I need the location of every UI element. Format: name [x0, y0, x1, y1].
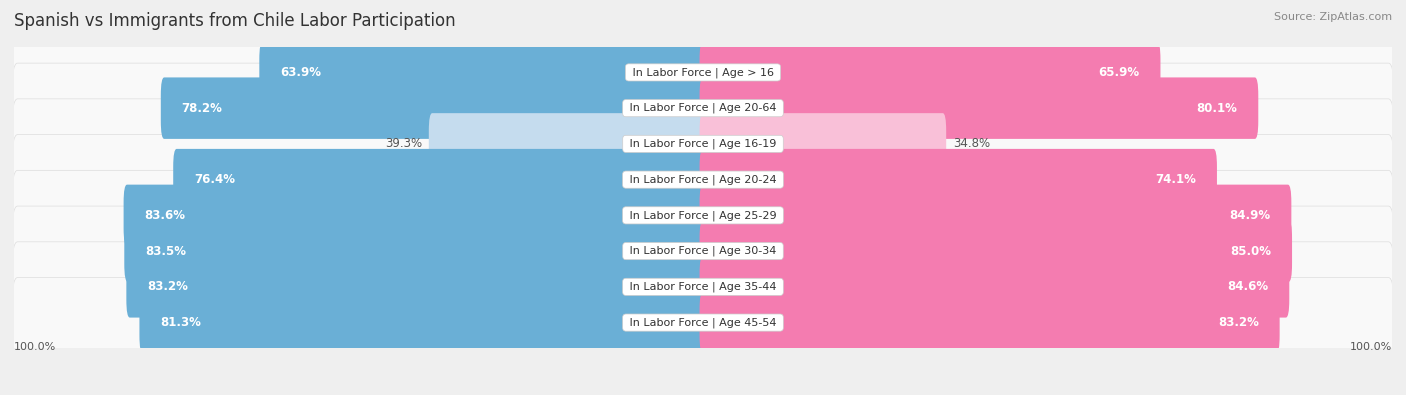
- FancyBboxPatch shape: [13, 242, 1393, 332]
- Text: 84.9%: 84.9%: [1230, 209, 1271, 222]
- Text: In Labor Force | Age 20-64: In Labor Force | Age 20-64: [626, 103, 780, 113]
- Text: 100.0%: 100.0%: [14, 342, 56, 352]
- FancyBboxPatch shape: [160, 77, 706, 139]
- Text: 83.2%: 83.2%: [148, 280, 188, 293]
- Text: 100.0%: 100.0%: [1350, 342, 1392, 352]
- Text: 83.5%: 83.5%: [145, 245, 186, 258]
- Text: Spanish vs Immigrants from Chile Labor Participation: Spanish vs Immigrants from Chile Labor P…: [14, 12, 456, 30]
- FancyBboxPatch shape: [13, 99, 1393, 189]
- FancyBboxPatch shape: [700, 256, 1289, 318]
- FancyBboxPatch shape: [13, 278, 1393, 368]
- Text: In Labor Force | Age 20-24: In Labor Force | Age 20-24: [626, 174, 780, 185]
- FancyBboxPatch shape: [173, 149, 706, 211]
- Text: 83.2%: 83.2%: [1218, 316, 1258, 329]
- FancyBboxPatch shape: [700, 77, 1258, 139]
- FancyBboxPatch shape: [700, 220, 1292, 282]
- Text: Source: ZipAtlas.com: Source: ZipAtlas.com: [1274, 12, 1392, 22]
- FancyBboxPatch shape: [13, 63, 1393, 153]
- Text: 76.4%: 76.4%: [194, 173, 235, 186]
- Text: 63.9%: 63.9%: [280, 66, 321, 79]
- Text: 74.1%: 74.1%: [1156, 173, 1197, 186]
- FancyBboxPatch shape: [124, 184, 706, 246]
- FancyBboxPatch shape: [700, 184, 1291, 246]
- FancyBboxPatch shape: [13, 170, 1393, 260]
- FancyBboxPatch shape: [13, 206, 1393, 296]
- Text: In Labor Force | Age > 16: In Labor Force | Age > 16: [628, 67, 778, 78]
- Text: 78.2%: 78.2%: [181, 102, 222, 115]
- Text: 34.8%: 34.8%: [953, 137, 990, 150]
- FancyBboxPatch shape: [259, 42, 706, 103]
- FancyBboxPatch shape: [13, 27, 1393, 117]
- FancyBboxPatch shape: [124, 220, 706, 282]
- FancyBboxPatch shape: [13, 135, 1393, 225]
- FancyBboxPatch shape: [127, 256, 706, 318]
- FancyBboxPatch shape: [700, 292, 1279, 353]
- Text: 81.3%: 81.3%: [160, 316, 201, 329]
- Text: In Labor Force | Age 35-44: In Labor Force | Age 35-44: [626, 282, 780, 292]
- FancyBboxPatch shape: [700, 42, 1160, 103]
- Text: 39.3%: 39.3%: [385, 137, 422, 150]
- FancyBboxPatch shape: [429, 113, 706, 175]
- Text: 84.6%: 84.6%: [1227, 280, 1268, 293]
- Text: In Labor Force | Age 16-19: In Labor Force | Age 16-19: [626, 139, 780, 149]
- FancyBboxPatch shape: [139, 292, 706, 353]
- Text: In Labor Force | Age 45-54: In Labor Force | Age 45-54: [626, 317, 780, 328]
- Text: 65.9%: 65.9%: [1098, 66, 1140, 79]
- Text: 85.0%: 85.0%: [1230, 245, 1271, 258]
- Text: In Labor Force | Age 30-34: In Labor Force | Age 30-34: [626, 246, 780, 256]
- Text: 83.6%: 83.6%: [145, 209, 186, 222]
- FancyBboxPatch shape: [700, 149, 1218, 211]
- FancyBboxPatch shape: [700, 113, 946, 175]
- Text: In Labor Force | Age 25-29: In Labor Force | Age 25-29: [626, 210, 780, 221]
- Text: 80.1%: 80.1%: [1197, 102, 1237, 115]
